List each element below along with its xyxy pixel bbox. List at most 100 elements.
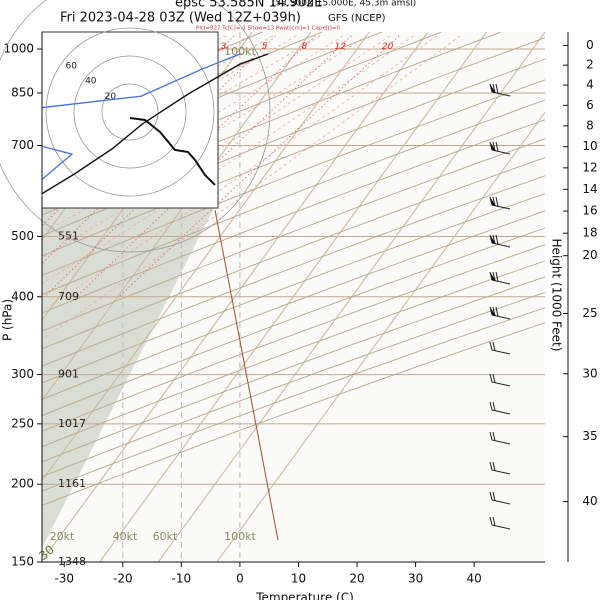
hodograph-ring-label: 60 <box>65 61 77 71</box>
wind-barb <box>489 491 493 501</box>
hodograph-ring-label: 20 <box>105 92 117 102</box>
wind-scale-label: 40kt <box>113 530 138 543</box>
mixing-ratio-line <box>42 35 276 265</box>
dry-adiabat <box>42 32 323 150</box>
mixing-ratio-label: 12 <box>335 42 347 52</box>
mixing-ratio-label: 3 <box>221 42 227 52</box>
moist-adiabat <box>42 35 438 312</box>
wind-barb <box>489 373 493 383</box>
x-tick-label: 20 <box>349 572 364 586</box>
wind-barb <box>492 401 496 411</box>
wind-barb <box>495 306 499 317</box>
wind-scale-label: 20kt <box>50 530 75 543</box>
y2-tick-label: 30 <box>582 366 597 380</box>
dry-adiabat <box>42 276 545 463</box>
x-tick-label: -10 <box>172 572 192 586</box>
y2-tick-label: 6 <box>586 98 594 112</box>
y-tick-label: 400 <box>11 289 34 303</box>
x-tick-label: -30 <box>54 572 74 586</box>
dry-adiabat <box>42 32 383 173</box>
y2-tick-label: 10 <box>582 139 597 153</box>
y-tick-label: 500 <box>11 229 34 243</box>
height-label: 1017 <box>58 417 86 430</box>
location-note: (53.500N 15.000E, 45.3m amsl) <box>272 0 416 9</box>
y2-tick-label: 4 <box>586 78 594 92</box>
dry-adiabat <box>42 322 545 506</box>
mixing-ratio-label: 8 <box>301 42 307 52</box>
x-tick-label: -20 <box>113 572 133 586</box>
mixing-ratio-label: 5 <box>262 42 268 52</box>
dry-adiabat <box>42 210 545 400</box>
wind-scale-label: 60kt <box>153 530 178 543</box>
wind-barb <box>492 431 496 441</box>
wind-barb <box>490 197 496 206</box>
wind-barb <box>489 341 493 351</box>
dry-adiabat <box>42 99 545 296</box>
wind-barb <box>490 84 496 93</box>
y-axis-label: P (hPa) <box>1 299 15 341</box>
x-tick-label: 10 <box>291 572 306 586</box>
mixing-ratio-line <box>118 35 400 298</box>
y2-tick-label: 25 <box>582 306 597 320</box>
wind-scale-label: 100kt <box>224 45 256 58</box>
wind-barb <box>490 307 496 316</box>
y-tick-label: 300 <box>11 367 34 381</box>
dry-adiabat <box>42 175 545 367</box>
x-tick-label: 30 <box>408 572 423 586</box>
wind-barb <box>489 516 493 526</box>
y-tick-label: 250 <box>11 416 34 430</box>
wind-barb <box>495 271 499 282</box>
temperature-line <box>42 53 269 195</box>
isotherm <box>42 32 370 482</box>
wind-barb <box>489 431 493 441</box>
hodograph-ring <box>45 27 215 197</box>
moist-adiabat <box>42 35 344 212</box>
y2-tick-label: 20 <box>582 248 597 262</box>
dry-adiabat <box>42 193 545 384</box>
y2-tick-label: 40 <box>582 494 597 508</box>
dry-adiabat <box>42 138 545 332</box>
wind-barb <box>492 373 496 383</box>
dry-adiabat <box>42 119 545 314</box>
hodograph-ring <box>0 0 271 253</box>
y-tick-label: 1000 <box>3 42 34 56</box>
y2-tick-label: 0 <box>586 38 594 52</box>
isotherm <box>99 32 487 562</box>
x-tick-label: 40 <box>467 572 482 586</box>
wind-barb <box>495 196 499 207</box>
dewpoint-line <box>42 53 241 181</box>
x-tick-label: 0 <box>236 572 244 586</box>
wind-barb <box>489 461 493 471</box>
wind-barb <box>492 461 496 471</box>
y-tick-label: 700 <box>11 138 34 152</box>
isotherm <box>42 32 429 562</box>
chart-title: epsc 53.585N 14.902E <box>175 0 322 11</box>
y-tick-label: 150 <box>11 555 34 569</box>
indices: Plcl=927 Tc[C]=-1 Show=13 Pwat[cm]=1 Cap… <box>196 26 340 32</box>
height-label: 551 <box>58 229 79 242</box>
wind-barb <box>490 235 496 244</box>
y2-tick-label: 8 <box>586 118 594 132</box>
dry-adiabat <box>42 79 545 276</box>
wind-barb <box>490 142 496 151</box>
chart-subtitle: Fri 2023-04-28 03Z (Wed 12Z+039h) <box>60 11 301 26</box>
isotherm <box>42 32 312 402</box>
hodograph-box <box>41 31 219 209</box>
y2-tick-label: 18 <box>582 226 597 240</box>
y-tick-label: 200 <box>11 477 34 491</box>
moist-adiabat <box>42 35 297 174</box>
wind-barb <box>492 491 496 501</box>
y2-axis-label: Height (1000 Feet) <box>550 239 564 352</box>
isotherm <box>216 111 545 562</box>
wind-scale-label: 100kt <box>224 530 256 543</box>
y-tick-label: 850 <box>11 85 34 99</box>
parcel-line <box>214 209 279 541</box>
mixing-ratio-label: 20 <box>382 42 394 52</box>
y2-tick-label: 16 <box>582 204 597 218</box>
dry-adiabat <box>42 227 545 416</box>
wind-barb <box>489 401 493 411</box>
dry-adiabat <box>42 260 545 448</box>
hodograph-trace <box>129 117 216 186</box>
